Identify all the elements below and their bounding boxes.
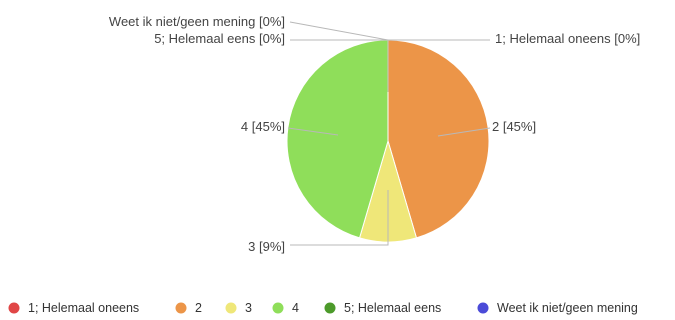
legend-item-1-helemaal-oneens: 1; Helemaal oneens: [8, 301, 139, 315]
legend-item-weet-ik-niet-geen-mening: Weet ik niet/geen mening: [477, 301, 638, 315]
legend-item-4: 4: [272, 301, 299, 315]
leader-2: [437, 127, 491, 137]
slice-label-3: 3 [9%]: [248, 239, 285, 254]
legend-label: 2: [195, 301, 202, 315]
legend-label: 4: [292, 301, 299, 315]
leader-3: [290, 190, 389, 246]
legend-label: 1; Helemaal oneens: [28, 301, 139, 315]
legend-marker: [225, 302, 237, 314]
legend-marker: [272, 302, 284, 314]
legend-item-2: 2: [175, 301, 202, 315]
legend-marker: [324, 302, 336, 314]
legend-marker: [477, 302, 489, 314]
leader-weet-ik-niet-geen-mening: [289, 21, 389, 41]
leader-4: [287, 127, 339, 136]
slice-label-4: 4 [45%]: [241, 119, 285, 134]
pie-slice-4: [286, 39, 389, 239]
slice-label-2: 2 [45%]: [492, 119, 536, 134]
legend-item-5-helemaal-eens: 5; Helemaal eens: [324, 301, 441, 315]
legend-item-3: 3: [225, 301, 252, 315]
legend-label: 3: [245, 301, 252, 315]
pie-slice-2: [387, 39, 490, 239]
legend-label: Weet ik niet/geen mening: [497, 301, 638, 315]
legend: 1; Helemaal oneens 2 3 4 5; Helemaal eens Wee…: [8, 301, 638, 315]
pie-slices: [286, 39, 490, 243]
legend-marker: [175, 302, 187, 314]
slice-label-1-helemaal-oneens: 1; Helemaal oneens [0%]: [495, 31, 640, 46]
slice-label-5-helemaal-eens: 5; Helemaal eens [0%]: [154, 31, 285, 46]
label-leaders: [287, 21, 491, 246]
slice-label-weet-ik-niet-geen-mening: Weet ik niet/geen mening [0%]: [109, 14, 285, 29]
legend-marker: [8, 302, 20, 314]
legend-label: 5; Helemaal eens: [344, 301, 441, 315]
slice-labels: 1; Helemaal oneens [0%] 2 [45%] 3 [9%] 4 [4…: [109, 14, 640, 254]
